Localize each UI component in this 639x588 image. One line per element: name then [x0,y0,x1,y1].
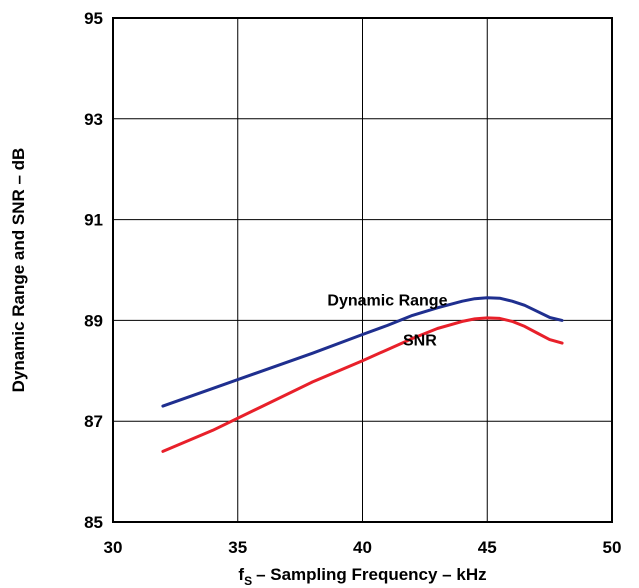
y-tick-label: 95 [84,9,103,28]
y-axis-label: Dynamic Range and SNR – dB [9,148,28,393]
y-tick-label: 91 [84,211,103,230]
x-axis-label: fS – Sampling Frequency – kHz [238,565,486,588]
plot-frame [112,17,613,523]
y-tick-label: 85 [84,513,103,532]
annotations: Dynamic Range SNR [327,292,447,349]
x-axis-label-text: – Sampling Frequency – kHz [256,565,487,584]
x-tick-label: 45 [478,538,497,557]
y-tick-labels: 85 87 89 91 93 95 [84,9,103,532]
x-tick-label: 40 [353,538,372,557]
x-axis-label-prefix: f [238,565,244,584]
series-label: Dynamic Range [327,292,447,309]
y-tick-label: 87 [84,412,103,431]
grid [113,18,612,522]
series-line-dynamic-range [161,296,564,408]
y-tick-label: 93 [84,110,103,129]
series-label: SNR [403,333,437,350]
series-group [161,296,564,453]
x-tick-label: 30 [104,538,123,557]
x-tick-label: 35 [228,538,247,557]
x-axis-label-subscript: S [244,574,252,588]
x-tick-labels: 30 35 40 45 50 [104,538,622,557]
x-tick-label: 50 [603,538,622,557]
series-line-snr [161,316,564,453]
y-tick-label: 89 [84,311,103,330]
